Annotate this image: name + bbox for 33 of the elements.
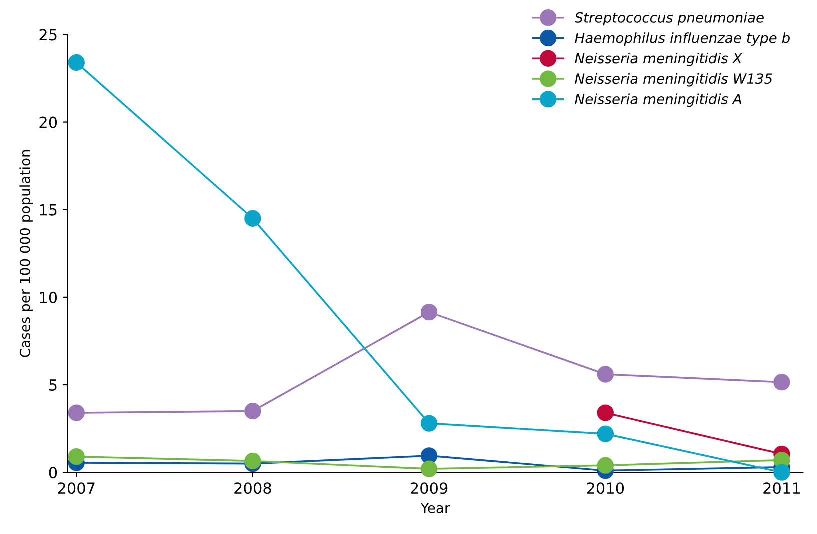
x-tick-label: 2008 xyxy=(234,482,272,494)
x-tick-label: 2009 xyxy=(410,482,448,494)
y-axis-title: Cases per 100 000 population xyxy=(20,150,34,358)
legend-label: Neisseria meningitidis X xyxy=(575,52,743,66)
point xyxy=(68,404,85,422)
y-tick-label: 15 xyxy=(40,204,57,216)
point xyxy=(244,402,262,420)
x-axis-title: Year xyxy=(420,503,450,514)
y-tick-label: 25 xyxy=(40,29,57,41)
y-tick-label: 0 xyxy=(49,467,58,479)
point xyxy=(244,452,262,470)
legend-label: Neisseria meningitidis W135 xyxy=(575,73,772,87)
point xyxy=(774,374,790,391)
point xyxy=(420,304,438,321)
point xyxy=(597,404,614,422)
point xyxy=(244,210,262,227)
point xyxy=(420,415,438,432)
point xyxy=(68,54,85,72)
y-tick-label: 20 xyxy=(40,116,58,128)
legend-label: Neisseria meningitidis A xyxy=(575,94,742,108)
point xyxy=(774,464,790,481)
point xyxy=(597,426,614,442)
x-tick-label: 2011 xyxy=(764,482,800,494)
legend-label: Streptococcus pneumoniae xyxy=(574,12,764,26)
point xyxy=(597,366,614,383)
x-tick-label: 2010 xyxy=(587,482,624,494)
point xyxy=(597,457,614,474)
point xyxy=(68,448,85,466)
point xyxy=(420,460,438,478)
y-tick-label: 10 xyxy=(40,292,58,304)
y-tick-label: 5 xyxy=(50,380,57,392)
x-tick-label: 2007 xyxy=(58,482,95,494)
legend-label: Haemophilus influenzae type b xyxy=(575,32,790,46)
